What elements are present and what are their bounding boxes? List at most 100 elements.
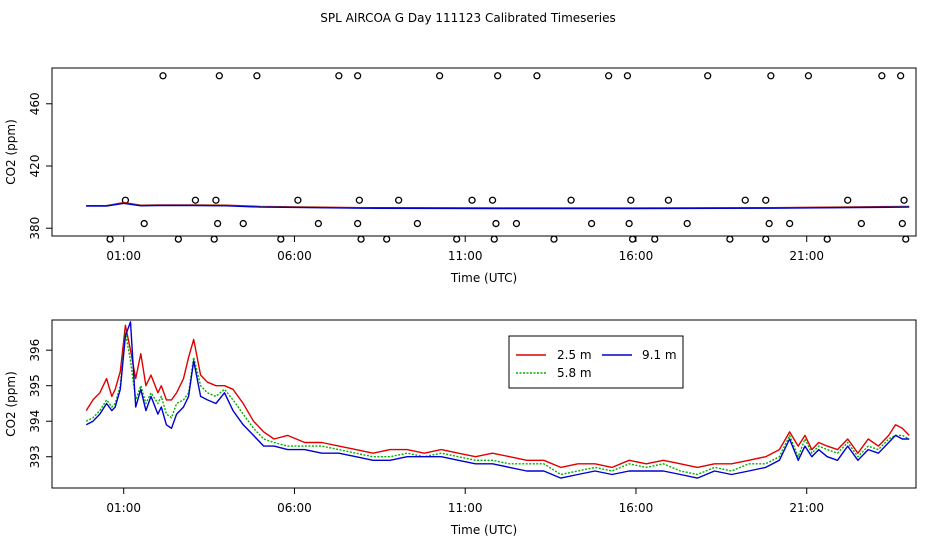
top-x-tick-label: 01:00 xyxy=(106,249,141,263)
scatter-point xyxy=(898,219,906,228)
top-y-tick-label: 380 xyxy=(28,217,42,240)
bottom-series-9-1-m xyxy=(85,321,910,479)
scatter-point xyxy=(587,219,596,228)
top-x-tick-label: 16:00 xyxy=(619,249,654,263)
scatter-point xyxy=(353,219,362,228)
bottom-y-tick-label: 395 xyxy=(28,374,42,397)
scatter-point xyxy=(627,196,635,204)
scatter-point xyxy=(314,219,323,228)
scatter-point xyxy=(413,219,422,228)
top-plot-frame xyxy=(51,67,917,237)
scatter-point xyxy=(900,196,908,204)
scatter-point xyxy=(844,196,852,204)
scatter-point xyxy=(533,72,541,80)
bottom-x-axis-label: Time (UTC) xyxy=(450,523,517,537)
bottom-x-axis: 01:00 06:00 11:00 16:00 21:00 xyxy=(106,488,824,515)
scatter-point xyxy=(741,196,749,204)
scatter-point xyxy=(823,235,831,243)
scatter-point xyxy=(704,72,712,80)
bottom-y-axis-label: CO2 (ppm) xyxy=(4,371,18,437)
top-x-tick-label: 21:00 xyxy=(789,249,824,263)
scatter-point xyxy=(140,219,148,228)
bottom-plot-frame xyxy=(51,319,917,489)
scatter-point xyxy=(492,219,500,228)
scatter-point xyxy=(394,196,403,204)
scatter-point xyxy=(294,196,302,204)
legend-box xyxy=(508,335,684,389)
scatter-point xyxy=(453,235,461,243)
scatter-point xyxy=(878,72,886,80)
top-y-tick-label: 420 xyxy=(28,155,42,178)
scatter-point xyxy=(277,235,285,243)
legend-label-5-8m: 5.8 m xyxy=(557,366,592,380)
scatter-point xyxy=(762,196,770,204)
bottom-x-tick-label: 06:00 xyxy=(277,501,312,515)
scatter-point xyxy=(628,235,637,243)
figure-title: SPL AIRCOA G Day 111123 Calibrated Times… xyxy=(320,11,615,25)
scatter-point xyxy=(857,219,866,228)
scatter-point xyxy=(726,235,734,243)
scatter-point xyxy=(253,72,261,80)
scatter-point xyxy=(896,72,905,80)
bottom-series-5-8-m xyxy=(85,331,910,476)
bottom-x-tick-label: 11:00 xyxy=(448,501,483,515)
top-x-tick-label: 11:00 xyxy=(448,249,483,263)
scatter-point xyxy=(383,235,391,243)
scatter-point xyxy=(106,235,114,243)
scatter-point xyxy=(212,196,220,204)
scatter-point xyxy=(651,235,659,243)
top-x-axis: 01:00 06:00 11:00 16:00 21:00 xyxy=(106,236,824,263)
scatter-point xyxy=(174,235,183,243)
scatter-point xyxy=(215,72,223,80)
scatter-point xyxy=(785,219,794,228)
legend: 2.5 m 5.8 m 9.1 m xyxy=(508,335,684,389)
top-panel: 380 420 460 01:00 06:00 11:00 16:00 21:00 Time… xyxy=(4,67,917,285)
bottom-series-lines xyxy=(85,321,910,479)
bottom-y-tick-label: 393 xyxy=(28,445,42,468)
scatter-point xyxy=(357,235,365,243)
bottom-y-tick-label: 396 xyxy=(28,339,42,362)
scatter-point xyxy=(625,219,633,228)
scatter-point xyxy=(550,235,558,243)
scatter-point xyxy=(353,72,362,80)
bottom-x-tick-label: 01:00 xyxy=(106,501,141,515)
top-y-axis-label: CO2 (ppm) xyxy=(4,119,18,185)
top-series-9-1-m xyxy=(86,202,910,210)
bottom-series-2-5-m xyxy=(85,324,910,469)
top-y-axis: 380 420 460 xyxy=(28,92,52,240)
scatter-point xyxy=(902,235,910,243)
scatter-point xyxy=(435,72,444,80)
bottom-y-tick-label: 394 xyxy=(28,410,42,433)
scatter-point xyxy=(488,196,497,204)
scatter-point xyxy=(767,72,775,80)
scatter-point xyxy=(804,72,813,80)
scatter-point xyxy=(159,72,167,80)
scatter-point xyxy=(512,219,521,228)
top-x-axis-label: Time (UTC) xyxy=(450,271,517,285)
scatter-point xyxy=(623,72,632,80)
bottom-y-axis: 393 394 395 396 xyxy=(28,339,52,468)
top-x-tick-label: 06:00 xyxy=(277,249,312,263)
scatter-point xyxy=(213,219,222,228)
bottom-x-tick-label: 16:00 xyxy=(619,501,654,515)
legend-label-9-1m: 9.1 m xyxy=(642,348,677,362)
scatter-point xyxy=(210,235,218,243)
scatter-point xyxy=(355,196,364,204)
scatter-point xyxy=(683,219,691,228)
scatter-point xyxy=(490,235,498,243)
legend-label-2-5m: 2.5 m xyxy=(557,348,592,362)
top-series-lines xyxy=(86,201,910,210)
bottom-panel: 393 394 395 396 01:00 06:00 11:00 16:00 21:00 T… xyxy=(4,319,917,537)
bottom-x-tick-label: 21:00 xyxy=(789,501,824,515)
scatter-point xyxy=(191,196,200,204)
scatter-point xyxy=(239,219,247,228)
scatter-point xyxy=(567,196,575,204)
scatter-point xyxy=(765,219,773,228)
scatter-point xyxy=(335,72,343,80)
top-scatter-points xyxy=(106,72,910,243)
top-y-tick-label: 460 xyxy=(28,92,42,115)
scatter-point xyxy=(604,72,613,80)
scatter-point xyxy=(494,72,502,80)
scatter-point xyxy=(664,196,673,204)
